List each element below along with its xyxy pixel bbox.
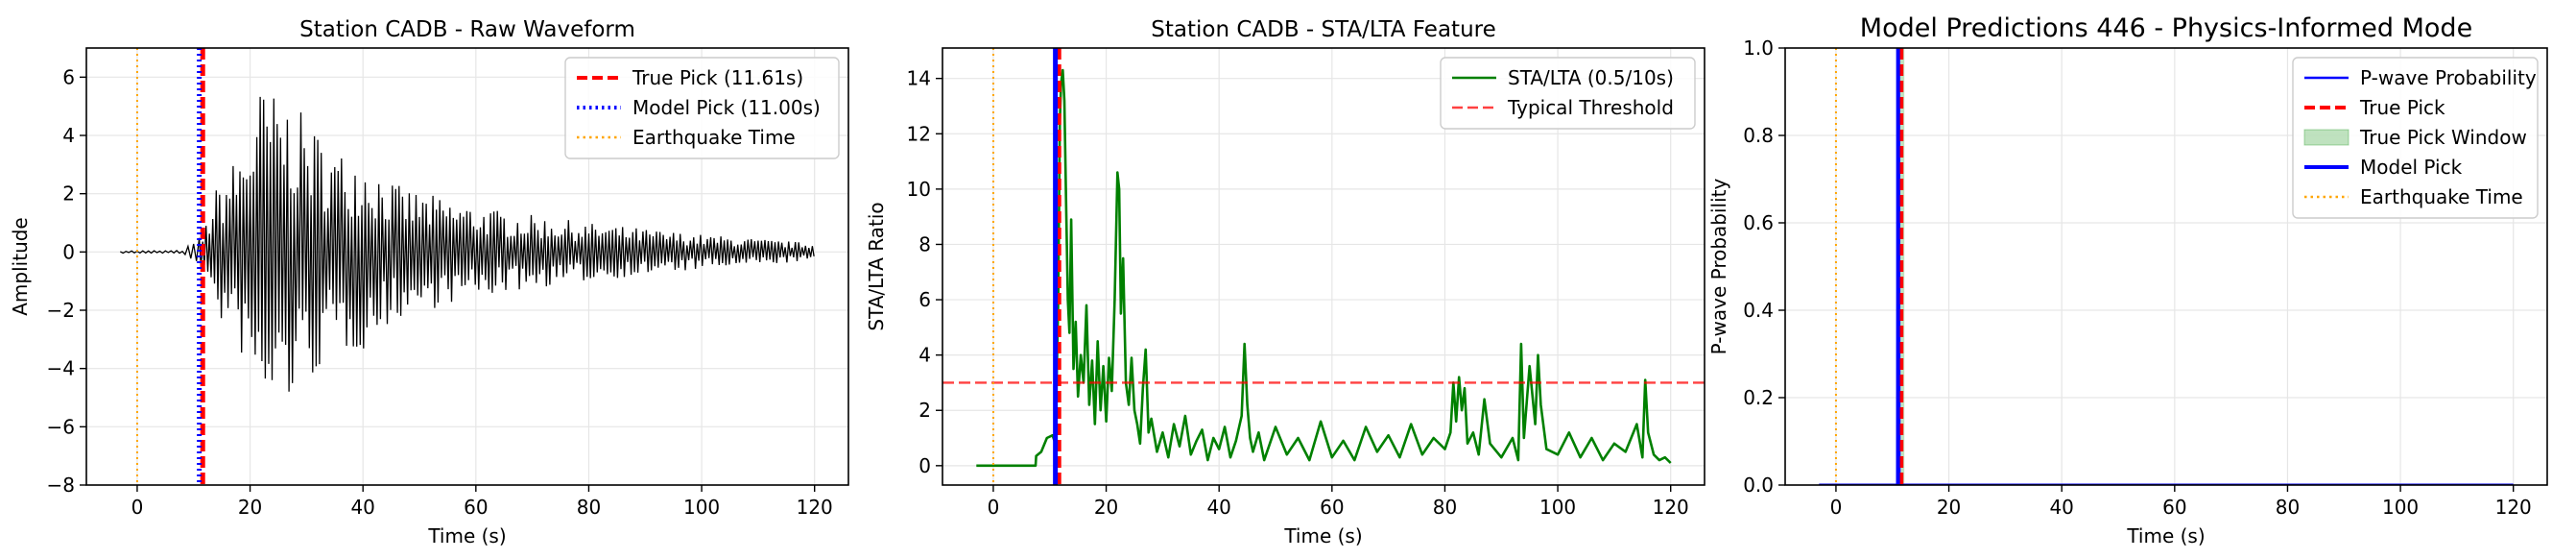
x-tick-label: 60 [1320, 496, 1344, 519]
x-tick-label: 60 [464, 496, 488, 519]
legend-item: Earthquake Time [577, 126, 796, 149]
chart-title: Station CADB - STA/LTA Feature [1151, 17, 1496, 42]
legend-label: Earthquake Time [632, 126, 796, 149]
legend-item: Typical Threshold [1452, 96, 1674, 119]
legend-label: True Pick [2359, 96, 2445, 119]
y-tick-label: 4 [62, 124, 75, 147]
legend-item: P-wave Probability [2304, 66, 2537, 89]
y-tick-label: 8 [918, 232, 931, 255]
legend-item: STA/LTA (0.5/10s) [1452, 66, 1674, 89]
x-tick-label: 80 [577, 496, 601, 519]
x-tick-label: 20 [1094, 496, 1118, 519]
series-line-0 [976, 68, 1672, 468]
x-tick-label: 0 [1830, 496, 1843, 519]
x-axis-label: Time (s) [1283, 524, 1362, 547]
y-tick-label: −4 [47, 357, 75, 380]
x-tick-label: 60 [2162, 496, 2186, 519]
y-tick-label: 0.6 [1743, 211, 1774, 234]
y-tick-label: −8 [47, 474, 75, 497]
plot-area [1819, 48, 2514, 485]
legend: P-wave Probability True Pick True Pick Win… [2292, 57, 2539, 219]
x-tick-label: 100 [2382, 496, 2419, 519]
legend-label: STA/LTA (0.5/10s) [1508, 66, 1674, 89]
plot-area [942, 48, 1705, 485]
x-tick-label: 80 [2276, 496, 2300, 519]
y-tick-label: 6 [62, 65, 75, 88]
legend-item: Earthquake Time [2304, 185, 2523, 208]
legend-swatch [2303, 129, 2349, 146]
y-tick-label: 12 [907, 122, 931, 145]
x-tick-label: 40 [2049, 496, 2073, 519]
legend-box [564, 57, 840, 159]
x-tick-label: 100 [1539, 496, 1576, 519]
legend-item: Model Pick [2304, 156, 2463, 179]
y-axis-label: Amplitude [9, 217, 32, 316]
plot-frame [85, 47, 849, 486]
x-tick-label: 20 [238, 496, 262, 519]
y-tick-label: 10 [907, 178, 931, 201]
legend-label: P-wave Probability [2360, 66, 2537, 89]
chart-title: Model Predictions 446 - Physics-Informed… [1860, 13, 2472, 43]
y-axis-label: STA/LTA Ratio [865, 202, 888, 330]
chart-title: Station CADB - Raw Waveform [299, 17, 635, 42]
y-tick-label: 2 [62, 182, 75, 206]
y-tick-label: 0.8 [1743, 124, 1774, 147]
legend: STA/LTA (0.5/10s) Typical Threshold [1440, 57, 1696, 130]
legend-label: True Pick Window [2359, 126, 2527, 149]
x-axis-label: Time (s) [427, 524, 506, 547]
plot-frame [1784, 47, 2548, 486]
plot-area [119, 48, 815, 485]
y-tick-label: 4 [918, 344, 931, 367]
legend-label: True Pick (11.61s) [632, 66, 803, 89]
x-tick-label: 80 [1433, 496, 1457, 519]
legend-label: Model Pick (11.00s) [632, 96, 821, 119]
y-tick-label: 0.4 [1743, 299, 1774, 322]
x-tick-label: 0 [988, 496, 1000, 519]
x-tick-label: 100 [683, 496, 720, 519]
y-axis-label: P-wave Probability [1707, 179, 1730, 355]
legend: True Pick (11.61s) Model Pick (11.00s) Ear… [564, 57, 840, 159]
chart-1: 0 20 40 60 80 100 120 −8 −6 −4 −2 0 2 4 6 Station CADB … [9, 17, 849, 547]
y-tick-label: −6 [47, 415, 75, 438]
y-tick-label: 0 [918, 454, 931, 477]
y-tick-label: 14 [907, 67, 931, 90]
y-tick-label: 6 [918, 288, 931, 311]
legend-label: Earthquake Time [2360, 185, 2523, 208]
y-tick-label: 0.2 [1743, 386, 1774, 409]
y-tick-label: 2 [918, 399, 931, 422]
legend-box [2292, 57, 2539, 219]
legend-item: True Pick [2304, 96, 2445, 119]
chart-3: 0 20 40 60 80 100 120 0.0 0.2 0.4 0.6 0.8 1.0 Model P… [1707, 13, 2548, 547]
x-tick-label: 40 [1206, 496, 1230, 519]
x-tick-label: 20 [1937, 496, 1961, 519]
y-tick-label: 1.0 [1743, 36, 1774, 60]
legend-label: Typical Threshold [1507, 96, 1674, 119]
y-tick-label: 0 [62, 240, 75, 263]
plot-frame [942, 47, 1705, 486]
waveform-line [119, 96, 815, 392]
x-tick-label: 120 [1653, 496, 1689, 519]
legend-item: Model Pick (11.00s) [577, 96, 821, 119]
legend-box [1440, 57, 1696, 130]
legend-item: True Pick (11.61s) [577, 66, 803, 89]
y-tick-label: −2 [47, 299, 75, 322]
x-tick-label: 120 [797, 496, 833, 519]
legend-label: Model Pick [2360, 156, 2463, 179]
y-tick-label: 0.0 [1743, 474, 1774, 497]
chart-2: 0 20 40 60 80 100 120 0 2 4 6 8 10 12 14 Station CADB -… [865, 17, 1705, 547]
x-tick-label: 0 [131, 496, 144, 519]
x-axis-label: Time (s) [2126, 524, 2205, 547]
x-tick-label: 40 [350, 496, 374, 519]
x-tick-label: 120 [2495, 496, 2532, 519]
legend-item: True Pick Window [2303, 126, 2527, 149]
